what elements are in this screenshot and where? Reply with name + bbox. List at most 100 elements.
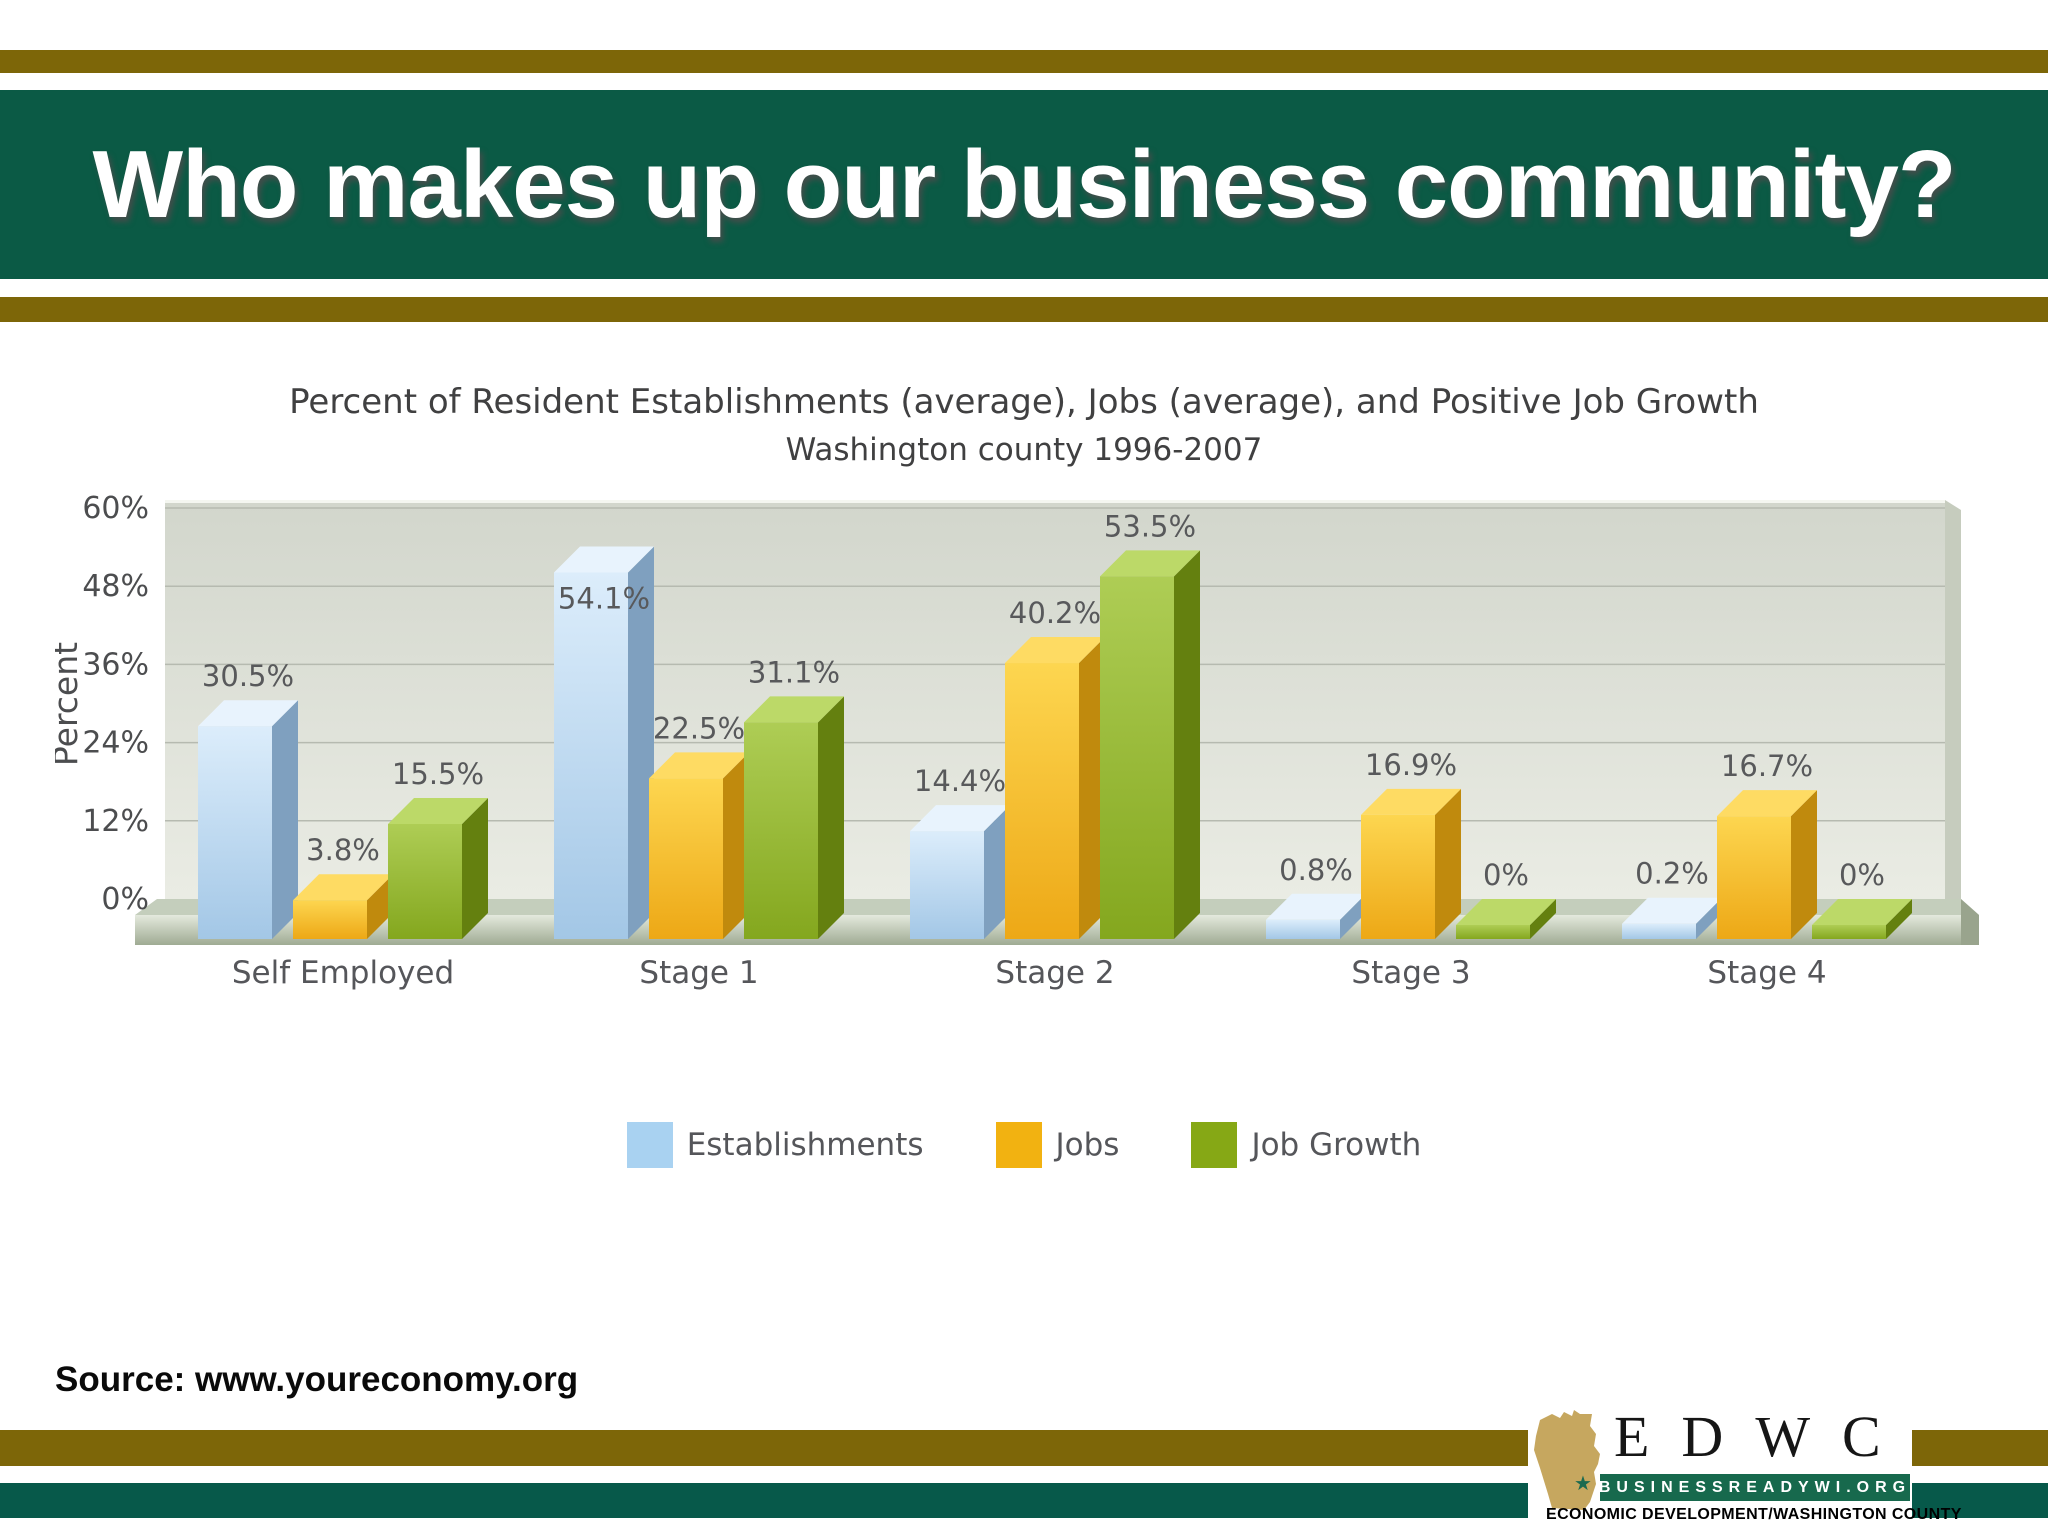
legend-label: Job Growth bbox=[1251, 1127, 1422, 1163]
bar-jobs-stage-2 bbox=[1005, 663, 1079, 939]
bar-establishments-stage-2 bbox=[910, 831, 984, 939]
bar-side-job-growth-stage-3 bbox=[1530, 899, 1556, 939]
category-label-self-employed: Self Employed bbox=[232, 955, 454, 991]
bar-side-establishments-stage-4 bbox=[1696, 897, 1722, 939]
value-label-job-growth-stage-1: 31.1% bbox=[748, 655, 840, 689]
bar-top-job-growth-stage-3 bbox=[1456, 899, 1556, 925]
value-label-job-growth-stage-2: 53.5% bbox=[1104, 509, 1196, 543]
bar-job-growth-stage-3 bbox=[1456, 925, 1530, 939]
bar-top-jobs-stage-1 bbox=[649, 752, 749, 779]
bar-top-jobs-self-employed bbox=[293, 874, 393, 901]
bar-establishments-self-employed bbox=[198, 726, 272, 939]
bar-top-jobs-stage-4 bbox=[1717, 790, 1817, 817]
bar-side-job-growth-stage-4 bbox=[1886, 899, 1912, 939]
legend-swatch-icon bbox=[995, 1122, 1042, 1168]
bar-side-establishments-stage-2 bbox=[984, 805, 1010, 939]
value-label-establishments-self-employed: 30.5% bbox=[202, 659, 294, 693]
bar-top-job-growth-stage-4 bbox=[1812, 899, 1912, 925]
value-label-establishments-stage-1: 54.1% bbox=[558, 581, 650, 615]
legend-swatch-icon bbox=[1191, 1122, 1238, 1168]
bar-top-jobs-stage-3 bbox=[1361, 788, 1461, 815]
bar-top-job-growth-stage-2 bbox=[1100, 550, 1200, 577]
y-tick-12%: 12% bbox=[82, 804, 149, 839]
bar-establishments-stage-4 bbox=[1622, 923, 1696, 939]
bar-top-job-growth-self-employed bbox=[388, 797, 488, 824]
value-label-jobs-stage-2: 40.2% bbox=[1009, 596, 1101, 630]
value-label-job-growth-stage-3: 0% bbox=[1483, 858, 1529, 892]
bar-job-growth-stage-1 bbox=[744, 722, 818, 939]
chart-legend: Establishments Jobs Job Growth bbox=[0, 1122, 2048, 1168]
category-label-stage-2: Stage 2 bbox=[995, 955, 1114, 991]
value-label-establishments-stage-2: 14.4% bbox=[914, 764, 1006, 798]
y-tick-24%: 24% bbox=[82, 726, 149, 761]
bar-chart: 0% 12% 24% 36% 48% 60% Percent 30.5% 3.8% 15.5% Se… bbox=[55, 491, 1979, 991]
chart-subtitle: Washington county 1996-2007 bbox=[785, 432, 1263, 468]
legend-swatch-icon bbox=[626, 1122, 673, 1168]
edwc-logo: ★ EDWC BUSINESSREADYWI.ORG ECONOMIC DEVE… bbox=[1528, 1402, 1962, 1532]
bar-side-job-growth-stage-1 bbox=[818, 696, 844, 939]
value-label-job-growth-stage-4: 0% bbox=[1839, 858, 1885, 892]
y-tick-48%: 48% bbox=[82, 569, 149, 604]
bar-top-establishments-stage-3 bbox=[1266, 893, 1366, 920]
value-label-jobs-self-employed: 3.8% bbox=[306, 833, 380, 867]
wisconsin-shape bbox=[1534, 1410, 1600, 1510]
bar-side-establishments-stage-3 bbox=[1340, 893, 1366, 939]
page-title: Who makes up our business community? bbox=[92, 130, 1957, 238]
star-icon: ★ bbox=[1574, 1471, 1592, 1495]
bar-establishments-stage-1 bbox=[554, 572, 628, 939]
y-tick-36%: 36% bbox=[82, 647, 149, 682]
category-label-stage-3: Stage 3 bbox=[1351, 955, 1470, 991]
value-label-jobs-stage-4: 16.7% bbox=[1721, 749, 1813, 783]
chart-title: Percent of Resident Establishments (aver… bbox=[289, 382, 1759, 422]
value-label-establishments-stage-3: 0.8% bbox=[1279, 853, 1353, 887]
value-label-jobs-stage-3: 16.9% bbox=[1365, 748, 1457, 782]
bar-job-growth-stage-2 bbox=[1100, 576, 1174, 939]
logo-banner: BUSINESSREADYWI.ORG bbox=[1599, 1474, 1910, 1501]
bar-side-jobs-self-employed bbox=[367, 874, 393, 939]
bar-side-establishments-self-employed bbox=[272, 700, 298, 939]
bar-jobs-stage-3 bbox=[1361, 814, 1435, 939]
y-axis-label: Percent bbox=[55, 642, 85, 766]
legend-item-jobs: Jobs bbox=[995, 1122, 1120, 1168]
bar-top-jobs-stage-2 bbox=[1005, 637, 1105, 664]
bar-top-establishments-stage-2 bbox=[910, 805, 1010, 832]
value-label-establishments-stage-4: 0.2% bbox=[1635, 857, 1709, 891]
value-label-jobs-stage-1: 22.5% bbox=[653, 711, 745, 745]
bar-top-establishments-self-employed bbox=[198, 700, 298, 727]
logo-acronym: EDWC bbox=[1614, 1404, 1913, 1469]
bar-top-job-growth-stage-1 bbox=[744, 696, 844, 723]
y-tick-60%: 60% bbox=[82, 491, 149, 526]
bar-job-growth-stage-4 bbox=[1812, 925, 1886, 939]
bar-side-jobs-stage-1 bbox=[723, 752, 749, 939]
bar-side-job-growth-stage-2 bbox=[1174, 550, 1200, 939]
legend-label: Establishments bbox=[686, 1127, 924, 1163]
bar-jobs-stage-1 bbox=[649, 778, 723, 939]
legend-item-job-growth: Job Growth bbox=[1191, 1122, 1421, 1168]
bar-top-establishments-stage-1 bbox=[554, 546, 654, 573]
bar-jobs-stage-4 bbox=[1717, 816, 1791, 939]
source-text: Source: www.youreconomy.org bbox=[55, 1360, 579, 1399]
bar-job-growth-self-employed bbox=[388, 823, 462, 939]
legend-label: Jobs bbox=[1055, 1127, 1120, 1163]
wisconsin-state-icon: ★ bbox=[1534, 1410, 1600, 1510]
header-banner: Who makes up our business community? bbox=[0, 90, 2048, 279]
bar-side-jobs-stage-3 bbox=[1435, 788, 1461, 939]
bar-side-job-growth-self-employed bbox=[462, 797, 488, 939]
bar-side-jobs-stage-4 bbox=[1791, 790, 1817, 939]
category-label-stage-4: Stage 4 bbox=[1707, 955, 1826, 991]
value-label-job-growth-self-employed: 15.5% bbox=[392, 757, 484, 791]
second-gold-stripe bbox=[0, 297, 2048, 322]
y-tick-0%: 0% bbox=[101, 882, 149, 917]
floor-cap bbox=[1961, 899, 1979, 945]
bar-top-establishments-stage-4 bbox=[1622, 897, 1722, 924]
top-gold-stripe bbox=[0, 50, 2048, 73]
legend-item-establishments: Establishments bbox=[626, 1122, 924, 1168]
plot-wall-side bbox=[1945, 500, 1961, 909]
bar-side-jobs-stage-2 bbox=[1079, 637, 1105, 939]
bar-side-establishments-stage-1 bbox=[628, 546, 654, 939]
logo-tagline: ECONOMIC DEVELOPMENT/WASHINGTON COUNTY bbox=[1546, 1506, 1962, 1523]
bar-establishments-stage-3 bbox=[1266, 919, 1340, 939]
bar-jobs-self-employed bbox=[293, 900, 367, 939]
category-label-stage-1: Stage 1 bbox=[639, 955, 758, 991]
